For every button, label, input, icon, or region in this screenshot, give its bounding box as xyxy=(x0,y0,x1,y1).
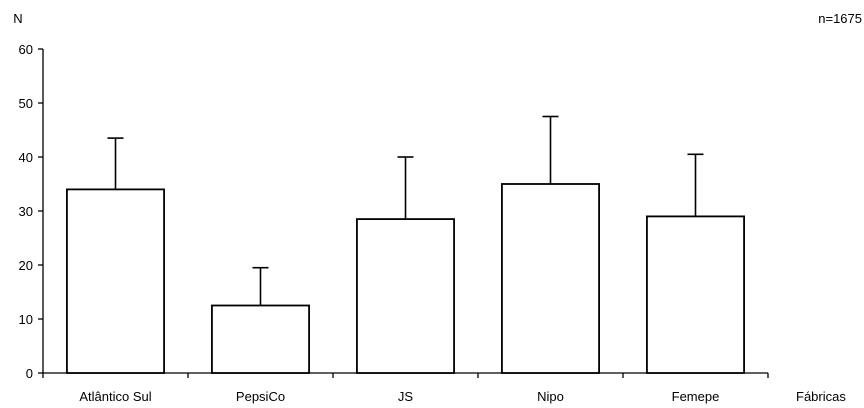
y-tick-label: 10 xyxy=(19,312,33,327)
bar-pepsico xyxy=(211,304,310,374)
y-tick-label: 50 xyxy=(19,96,33,111)
category-label: Femepe xyxy=(672,389,720,404)
bar-femepe xyxy=(646,215,745,374)
bar-js xyxy=(356,218,455,374)
y-axis-label: N xyxy=(13,11,22,26)
y-tick-label: 40 xyxy=(19,150,33,165)
bar-nipo xyxy=(501,183,600,374)
category-label: PepsiCo xyxy=(236,389,285,404)
category-label: JS xyxy=(398,389,414,404)
category-label: Nipo xyxy=(537,389,564,404)
y-tick-label: 60 xyxy=(19,42,33,57)
y-tick-label: 30 xyxy=(19,204,33,219)
x-axis-label: Fábricas xyxy=(796,389,846,404)
y-tick-label: 20 xyxy=(19,258,33,273)
bars-group xyxy=(66,115,745,374)
bar-atl-ntico-sul xyxy=(66,188,165,374)
sample-size-note: n=1675 xyxy=(818,11,862,26)
category-label: Atlântico Sul xyxy=(79,389,151,404)
y-tick-label: 0 xyxy=(26,366,33,381)
labels-group: 0 10 20 30 40 50 60 Atlântico Sul PepsiCo JS Nipo F… xyxy=(19,42,720,404)
